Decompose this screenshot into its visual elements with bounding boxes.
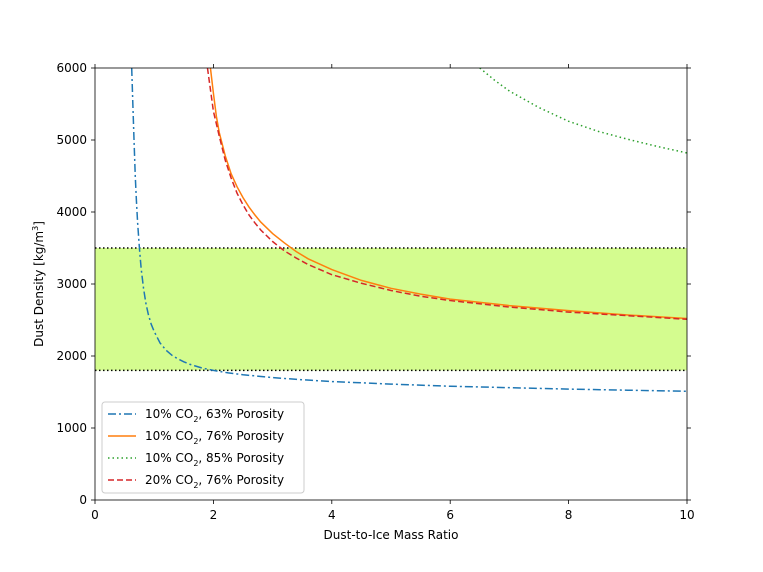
series-line-10co2-76porosity <box>209 68 687 320</box>
series-line-20co2-76porosity <box>206 68 687 321</box>
y-axis-ticks: 0 1000 2000 3000 4000 5000 6000 <box>56 61 691 507</box>
y-tick-label: 3000 <box>56 277 87 291</box>
legend-box <box>101 401 305 494</box>
legend: 10% CO2, 63% Porosity 10% CO2, 76% Poros… <box>101 401 305 494</box>
y-tick-label: 4000 <box>56 205 87 219</box>
x-tick-label: 8 <box>565 508 573 522</box>
series-line-10co2-63porosity <box>130 68 687 393</box>
x-tick-label: 4 <box>328 508 336 522</box>
x-axis-label: Dust-to-Ice Mass Ratio <box>324 528 459 542</box>
y-tick-label: 2000 <box>56 349 87 363</box>
series-line-10co2-85porosity <box>479 68 687 154</box>
y-tick-label: 1000 <box>56 421 87 435</box>
x-tick-label: 2 <box>210 508 218 522</box>
x-tick-label: 0 <box>91 508 99 522</box>
legend-entry-10co2-85porosity: 10% CO2, 85% Porosity <box>145 451 284 468</box>
legend-entry-10co2-63porosity: 10% CO2, 63% Porosity <box>145 407 284 424</box>
legend-entry-20co2-76porosity: 20% CO2, 76% Porosity <box>145 473 284 490</box>
x-tick-label: 6 <box>446 508 454 522</box>
density-band <box>95 248 687 371</box>
legend-entry-10co2-76porosity: 10% CO2, 76% Porosity <box>145 429 284 446</box>
x-axis-ticks: 0 2 4 6 8 10 <box>91 64 695 522</box>
y-tick-label: 0 <box>79 493 87 507</box>
x-tick-label: 10 <box>679 508 694 522</box>
y-tick-label: 6000 <box>56 61 87 75</box>
y-axis-label: Dust Density [kg/m3] <box>31 221 46 347</box>
y-tick-label: 5000 <box>56 133 87 147</box>
